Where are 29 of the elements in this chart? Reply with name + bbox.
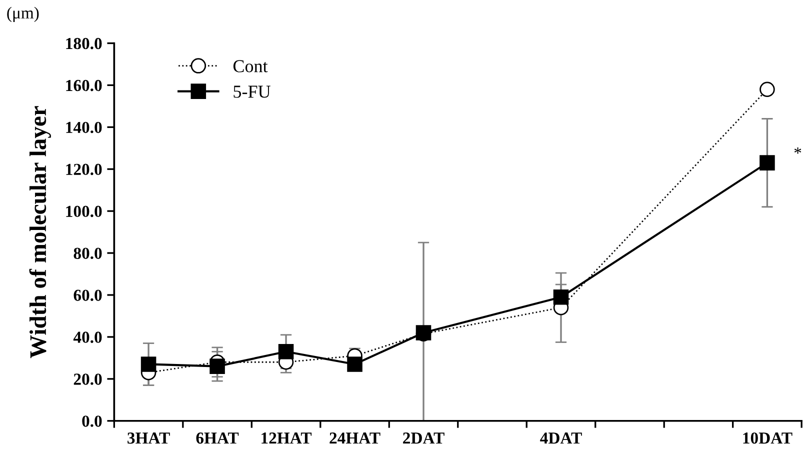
point: [347, 356, 362, 372]
x-tick-label: 4DAT: [540, 432, 582, 444]
point: [210, 358, 225, 374]
y-tick-label: 120.0: [66, 164, 102, 176]
y-axis-title: Width of molecular layer: [29, 106, 51, 358]
y-tick-label: 0.0: [82, 416, 102, 427]
point: [553, 289, 569, 305]
x-tick-label: 6HAT: [196, 432, 239, 444]
y-tick-label: 40.0: [73, 332, 102, 343]
x-tick-label: 24HAT: [330, 432, 380, 444]
point: [278, 344, 294, 360]
legend-label: Cont: [233, 60, 268, 72]
point: [140, 356, 156, 372]
x-tick-label: 2DAT: [403, 432, 444, 444]
y-tick-label: 60.0: [74, 290, 102, 302]
y-tick-label: 160.0: [66, 80, 102, 92]
y-tick-label: 180.0: [66, 38, 102, 50]
x-tick-label: 3HAT: [128, 432, 170, 444]
x-tick-label: 10DAT: [743, 432, 792, 444]
y-tick-label: 100.0: [66, 206, 102, 218]
point: [760, 82, 775, 98]
annotation: *: [794, 148, 802, 154]
text: (μm): [7, 6, 39, 22]
legend-label: 5-FU: [234, 86, 270, 98]
y-tick-label: 140.0: [66, 122, 102, 134]
x-tick-label: 12HAT: [262, 432, 312, 444]
y-tick-label: 20.0: [74, 374, 102, 385]
y-tick-label: 80.0: [74, 248, 102, 260]
point: [760, 155, 775, 170]
